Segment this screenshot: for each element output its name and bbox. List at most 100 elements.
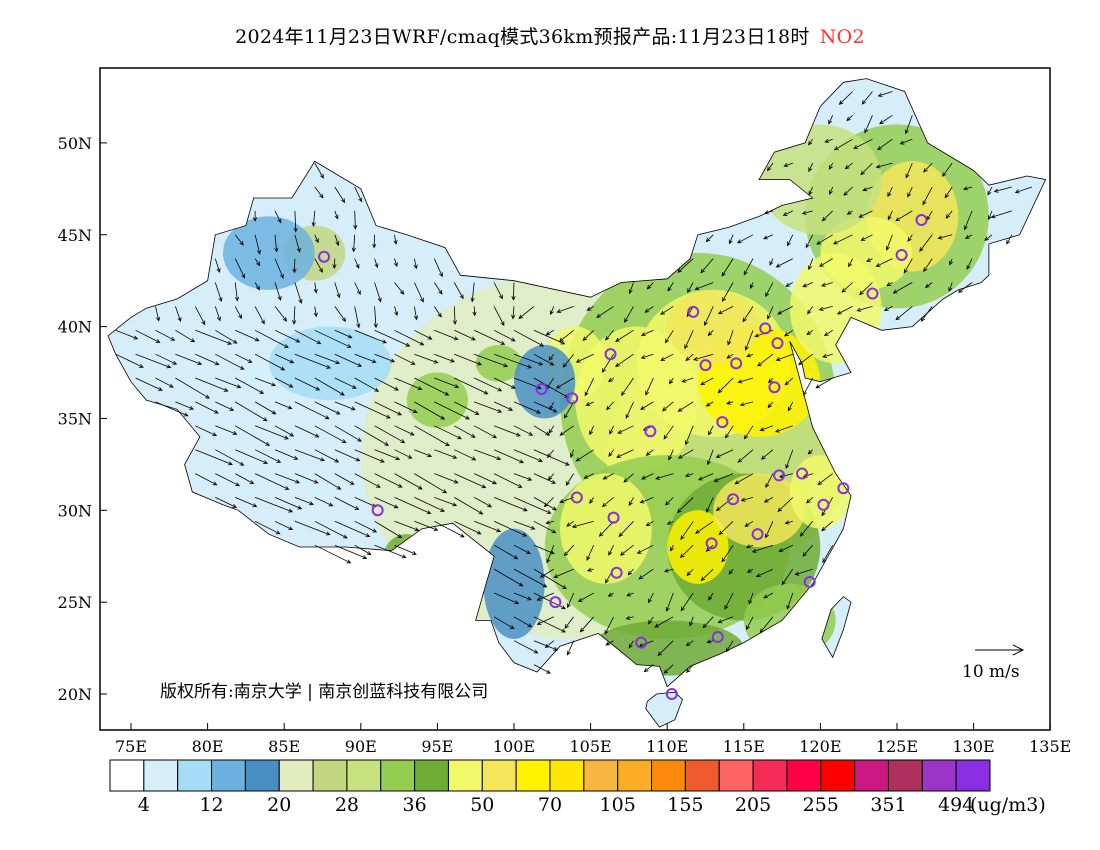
wind-arrow: [944, 186, 953, 199]
wind-arrow: [454, 520, 482, 535]
wind-arrow: [314, 401, 341, 415]
wind-arrow: [374, 377, 399, 391]
wind-arrow: [493, 520, 528, 537]
wind-arrow: [866, 257, 873, 262]
wind-arrow: [571, 520, 594, 529]
wind-arrow: [354, 353, 377, 363]
wind-arrow: [533, 353, 555, 366]
wind-arrow: [745, 544, 754, 549]
wind-arrow: [705, 401, 714, 407]
wind-arrow: [314, 497, 334, 507]
wind-arrow: [677, 258, 694, 273]
colorbar-swatch: [921, 759, 957, 792]
wind-arrow: [434, 520, 465, 538]
city-marker: [727, 493, 740, 506]
wind-arrow: [493, 592, 520, 605]
wind-arrow: [394, 449, 413, 459]
wind-arrow: [274, 473, 301, 484]
wind-arrow: [647, 616, 654, 625]
wind-scale-arrowhead: [1012, 644, 1025, 656]
wind-arrow: [949, 258, 953, 266]
colorbar-swatch: [786, 759, 822, 792]
wind-arrow: [966, 258, 973, 270]
wind-arrow: [686, 568, 694, 577]
colorbar-swatch: [177, 759, 213, 792]
wind-arrow: [413, 306, 419, 321]
wind-arrow: [332, 258, 337, 270]
wind-arrow: [533, 401, 558, 413]
wind-arrow: [787, 401, 794, 412]
wind-arrow: [155, 329, 176, 341]
lat-label: 35N: [58, 409, 92, 428]
map-frame: [99, 67, 1051, 731]
wind-arrow: [235, 497, 258, 508]
colorbar-label: 36: [402, 794, 427, 816]
wind-arrow: [354, 520, 378, 533]
wind-arrow: [334, 282, 341, 299]
wind-arrow: [684, 473, 694, 477]
wind-arrow: [513, 592, 532, 601]
wind-arrow: [624, 306, 634, 323]
wind-arrow: [660, 306, 674, 315]
wind-arrow: [394, 497, 432, 514]
wind-arrow: [434, 329, 459, 341]
wind-arrow: [821, 282, 833, 287]
wind-arrow: [721, 258, 734, 277]
wind-arrow: [860, 234, 873, 241]
wind-arrow: [195, 329, 233, 345]
wind-arrow: [394, 520, 420, 532]
lon-label: 120E: [799, 737, 841, 756]
wind-arrow: [135, 329, 161, 343]
wind-arrow: [728, 568, 734, 575]
wind-arrow: [679, 544, 694, 559]
wind-arrow: [493, 353, 533, 369]
wind-arrow: [645, 520, 654, 527]
wind-arrow: [433, 258, 443, 278]
wind-arrow: [294, 234, 301, 253]
wind-arrow: [628, 497, 634, 507]
axis-ticks: 50N 45N 40N 35N 30N 25N 20N 75E 80E 85E 90E 95E 100E…: [58, 134, 1072, 756]
wind-arrow: [393, 234, 398, 245]
wind-arrow: [605, 640, 614, 646]
city-marker: [730, 357, 743, 370]
lon-label: 130E: [952, 737, 994, 756]
wind-arrow: [175, 377, 210, 399]
wind-arrow: [374, 449, 401, 461]
wind-arrow: [155, 306, 161, 322]
wind-arrow: [798, 353, 813, 366]
wind-arrow: [805, 234, 814, 249]
wind-arrow: [964, 234, 973, 239]
city-marker: [711, 631, 724, 644]
wind-arrow: [558, 329, 574, 342]
wind-arrow: [801, 210, 813, 215]
wind-arrow: [235, 449, 269, 464]
wind-arrow: [717, 306, 734, 315]
wind-arrow: [618, 521, 634, 538]
colorbar-swatch: [143, 759, 179, 792]
wind-arrow: [638, 568, 654, 580]
wind-arrow: [354, 544, 372, 555]
colorbar-swatch: [955, 759, 991, 792]
wind-arrow: [822, 545, 834, 564]
wind-arrow: [313, 306, 318, 318]
wind-arrow: [707, 330, 714, 337]
lon-label: 110E: [646, 737, 688, 756]
wind-arrow: [778, 544, 793, 552]
wind-arrow: [907, 186, 913, 198]
wind-arrow: [294, 353, 331, 369]
wind-arrow: [601, 497, 614, 508]
wind-arrow: [533, 449, 570, 466]
wind-arrow: [274, 449, 299, 460]
wind-arrow: [609, 425, 614, 435]
wind-arrow: [586, 545, 595, 561]
wind-arrow: [155, 353, 178, 365]
wind-arrow: [294, 401, 330, 420]
wind-arrow: [566, 520, 574, 527]
concentration-patch: [406, 372, 468, 428]
wind-arrow: [234, 401, 268, 422]
wind-arrow: [1014, 186, 1032, 194]
wind-arrow: [314, 425, 347, 444]
wind-arrow: [414, 449, 433, 458]
wind-arrow: [807, 306, 814, 315]
colorbar-swatch: [549, 759, 585, 792]
